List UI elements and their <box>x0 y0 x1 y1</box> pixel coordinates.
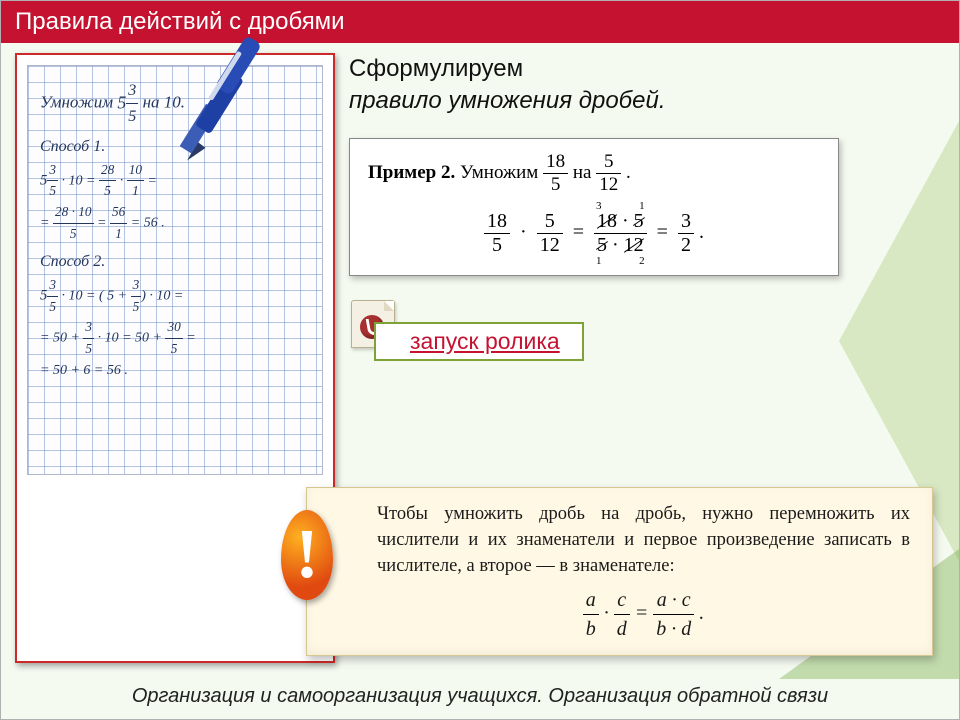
hand-m1-line2: = 28 · 105 = 561 = 56 . <box>40 202 196 244</box>
example-text-after: . <box>626 162 631 183</box>
handwriting: Умножим 535 на 10. Способ 1. 535 · 10 = … <box>40 78 196 381</box>
rule-text: Чтобы умножить дробь на дробь, нужно пер… <box>377 502 910 580</box>
instr-line1: Сформулируем <box>349 55 523 82</box>
footer-text: Организация и самоорганизация учащихся. … <box>1 673 959 719</box>
hand-m2-line2: = 50 + 35 · 10 = 50 + 305 = <box>40 317 196 359</box>
hand-m2-line3: = 50 + 6 = 56 . <box>40 360 196 382</box>
rule-box: ! Чтобы умножить дробь на дробь, нужно п… <box>306 487 933 656</box>
instruction-text: Сформулируем правило умножения дробей. <box>349 53 945 118</box>
example-equation: 185 · 512 = 3 1 18 · 5 5 · 12 1 2 = 32 . <box>368 210 820 257</box>
rule-formula: ab · cd = a · cb · d . <box>377 586 910 643</box>
content-area: Умножим 535 на 10. Способ 1. 535 · 10 = … <box>1 43 959 663</box>
slide-title-bar: Правила действий с дробями <box>1 1 959 43</box>
hand-method2-label: Способ 2. <box>40 250 196 275</box>
pen-illustration <box>165 14 351 166</box>
example-text-before: Умножим <box>460 162 538 183</box>
hand-m1-line1: 535 · 10 = 285 · 101 = <box>40 160 196 202</box>
hand-method1-label: Способ 1. <box>40 135 196 160</box>
hand-m2-line1: 535 · 10 = ( 5 + 35) · 10 = <box>40 275 196 317</box>
example-text-mid: на <box>573 162 592 183</box>
example-box: Пример 2. Умножим 185 на 512 . 185 · 512… <box>349 138 839 276</box>
example-header: Пример 2. Умножим 185 на 512 . <box>368 151 820 196</box>
instr-line2: правило умножения дробей. <box>349 87 666 114</box>
launch-area: запуск ролика <box>349 318 945 374</box>
exclamation-icon: ! <box>281 510 333 600</box>
example-label: Пример 2. <box>368 162 455 183</box>
launch-video-link[interactable]: запуск ролика <box>374 322 584 361</box>
